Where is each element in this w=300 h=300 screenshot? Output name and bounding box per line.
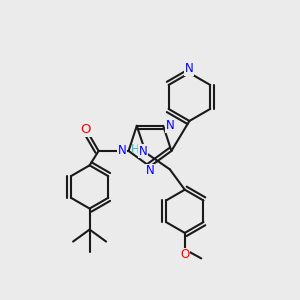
Text: N: N: [146, 164, 154, 178]
Text: N: N: [185, 62, 194, 75]
Text: O: O: [80, 124, 91, 136]
Text: N: N: [166, 119, 174, 132]
Text: O: O: [180, 248, 189, 261]
Text: N: N: [138, 145, 147, 158]
Text: H: H: [131, 143, 140, 156]
Text: N: N: [118, 145, 126, 158]
